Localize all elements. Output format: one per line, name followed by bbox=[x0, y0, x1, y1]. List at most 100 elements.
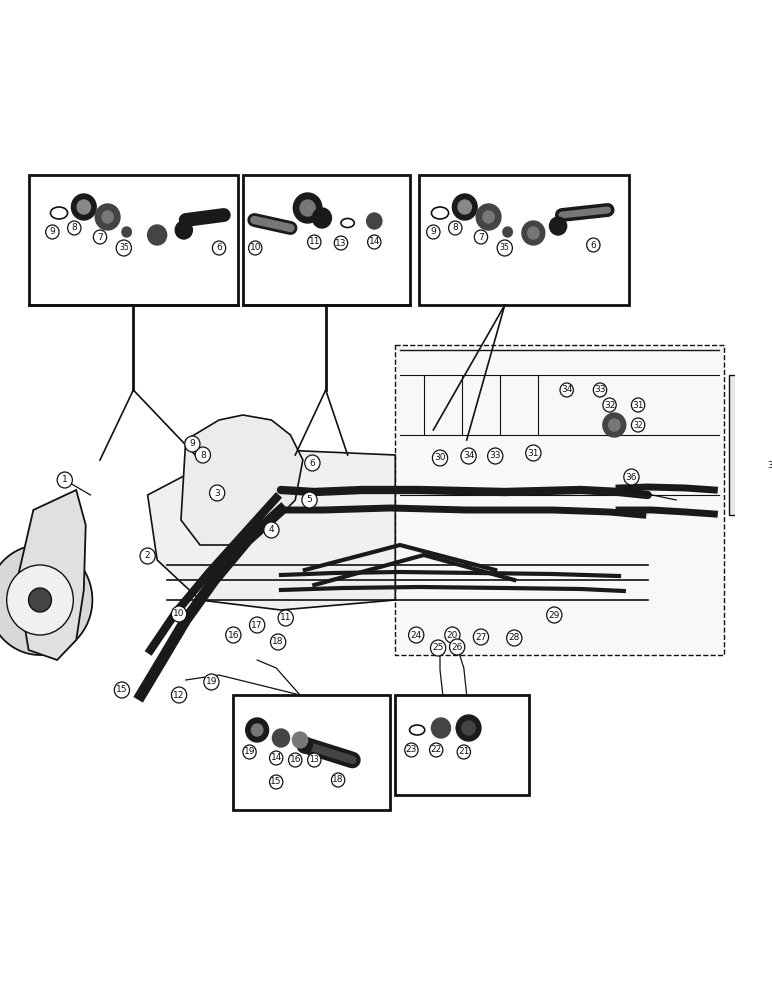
Ellipse shape bbox=[409, 725, 425, 735]
Text: 14: 14 bbox=[270, 754, 282, 762]
Circle shape bbox=[550, 217, 567, 235]
Text: 35: 35 bbox=[119, 243, 129, 252]
Text: 24: 24 bbox=[411, 631, 422, 640]
Polygon shape bbox=[17, 490, 86, 660]
Text: 32: 32 bbox=[633, 420, 643, 430]
Text: 18: 18 bbox=[273, 638, 284, 647]
Text: 20: 20 bbox=[447, 631, 458, 640]
Text: 35: 35 bbox=[500, 243, 510, 252]
Text: 31: 31 bbox=[527, 448, 539, 458]
Text: 1: 1 bbox=[62, 476, 68, 485]
Circle shape bbox=[147, 225, 167, 245]
Circle shape bbox=[429, 743, 443, 757]
Text: 13: 13 bbox=[310, 756, 319, 764]
Circle shape bbox=[427, 225, 440, 239]
Circle shape bbox=[432, 718, 451, 738]
Circle shape bbox=[631, 418, 645, 432]
Circle shape bbox=[476, 204, 501, 230]
Circle shape bbox=[273, 729, 290, 747]
Text: 6: 6 bbox=[591, 240, 596, 249]
Circle shape bbox=[305, 455, 320, 471]
Text: 32: 32 bbox=[604, 400, 615, 410]
Circle shape bbox=[603, 398, 616, 412]
Text: 5: 5 bbox=[306, 495, 313, 504]
Text: 19: 19 bbox=[244, 748, 256, 756]
Circle shape bbox=[331, 773, 345, 787]
Circle shape bbox=[307, 753, 321, 767]
Circle shape bbox=[264, 522, 279, 538]
Circle shape bbox=[408, 627, 424, 643]
Circle shape bbox=[547, 607, 562, 623]
Circle shape bbox=[452, 194, 477, 220]
Text: 22: 22 bbox=[431, 746, 442, 754]
Circle shape bbox=[0, 545, 93, 655]
Text: 29: 29 bbox=[549, 610, 560, 619]
Circle shape bbox=[225, 627, 241, 643]
Text: 3: 3 bbox=[215, 488, 220, 497]
Bar bbox=[419, 175, 628, 305]
Circle shape bbox=[297, 737, 313, 753]
Circle shape bbox=[243, 745, 256, 759]
Circle shape bbox=[140, 548, 155, 564]
Text: 30: 30 bbox=[435, 454, 445, 462]
Circle shape bbox=[293, 193, 322, 223]
Circle shape bbox=[269, 775, 283, 789]
Circle shape bbox=[405, 743, 418, 757]
Text: 16: 16 bbox=[228, 631, 239, 640]
Text: 34: 34 bbox=[561, 385, 572, 394]
Circle shape bbox=[185, 436, 200, 452]
Circle shape bbox=[289, 753, 302, 767]
Circle shape bbox=[269, 751, 283, 765]
Circle shape bbox=[766, 457, 772, 473]
Text: 4: 4 bbox=[269, 526, 274, 534]
Circle shape bbox=[302, 492, 317, 508]
Circle shape bbox=[624, 469, 639, 485]
Circle shape bbox=[175, 221, 192, 239]
Circle shape bbox=[457, 745, 470, 759]
Text: 31: 31 bbox=[632, 400, 644, 410]
Ellipse shape bbox=[432, 207, 449, 219]
Circle shape bbox=[245, 718, 269, 742]
Text: 23: 23 bbox=[406, 746, 417, 754]
Circle shape bbox=[252, 724, 262, 736]
Circle shape bbox=[473, 629, 489, 645]
Text: 17: 17 bbox=[252, 620, 263, 630]
Text: 6: 6 bbox=[216, 243, 222, 252]
Polygon shape bbox=[147, 445, 395, 610]
Text: 36: 36 bbox=[625, 473, 637, 482]
Circle shape bbox=[458, 200, 472, 214]
Circle shape bbox=[488, 448, 503, 464]
Circle shape bbox=[334, 236, 347, 250]
Text: 9: 9 bbox=[431, 228, 436, 236]
Text: 28: 28 bbox=[509, 634, 520, 643]
Circle shape bbox=[432, 450, 448, 466]
Circle shape bbox=[313, 208, 331, 228]
Circle shape bbox=[503, 227, 513, 237]
Text: 16: 16 bbox=[290, 756, 301, 764]
Circle shape bbox=[122, 227, 131, 237]
Circle shape bbox=[449, 221, 462, 235]
Text: 6: 6 bbox=[310, 458, 315, 468]
Ellipse shape bbox=[341, 219, 354, 228]
Bar bbox=[395, 695, 529, 795]
Text: 8: 8 bbox=[452, 224, 458, 232]
Circle shape bbox=[367, 235, 381, 249]
Circle shape bbox=[474, 230, 488, 244]
Circle shape bbox=[462, 721, 476, 735]
Circle shape bbox=[93, 230, 107, 244]
Circle shape bbox=[506, 630, 522, 646]
Text: 21: 21 bbox=[458, 748, 469, 756]
Text: 26: 26 bbox=[452, 643, 463, 652]
Text: 27: 27 bbox=[476, 633, 486, 642]
Circle shape bbox=[57, 472, 73, 488]
Circle shape bbox=[29, 588, 52, 612]
Circle shape bbox=[367, 213, 382, 229]
Text: 9: 9 bbox=[49, 228, 56, 236]
Bar bbox=[729, 375, 762, 515]
Circle shape bbox=[456, 715, 481, 741]
Circle shape bbox=[249, 241, 262, 255]
Text: 7: 7 bbox=[97, 232, 103, 241]
Text: 10: 10 bbox=[249, 243, 261, 252]
Text: 34: 34 bbox=[463, 452, 474, 460]
Text: 13: 13 bbox=[335, 238, 347, 247]
